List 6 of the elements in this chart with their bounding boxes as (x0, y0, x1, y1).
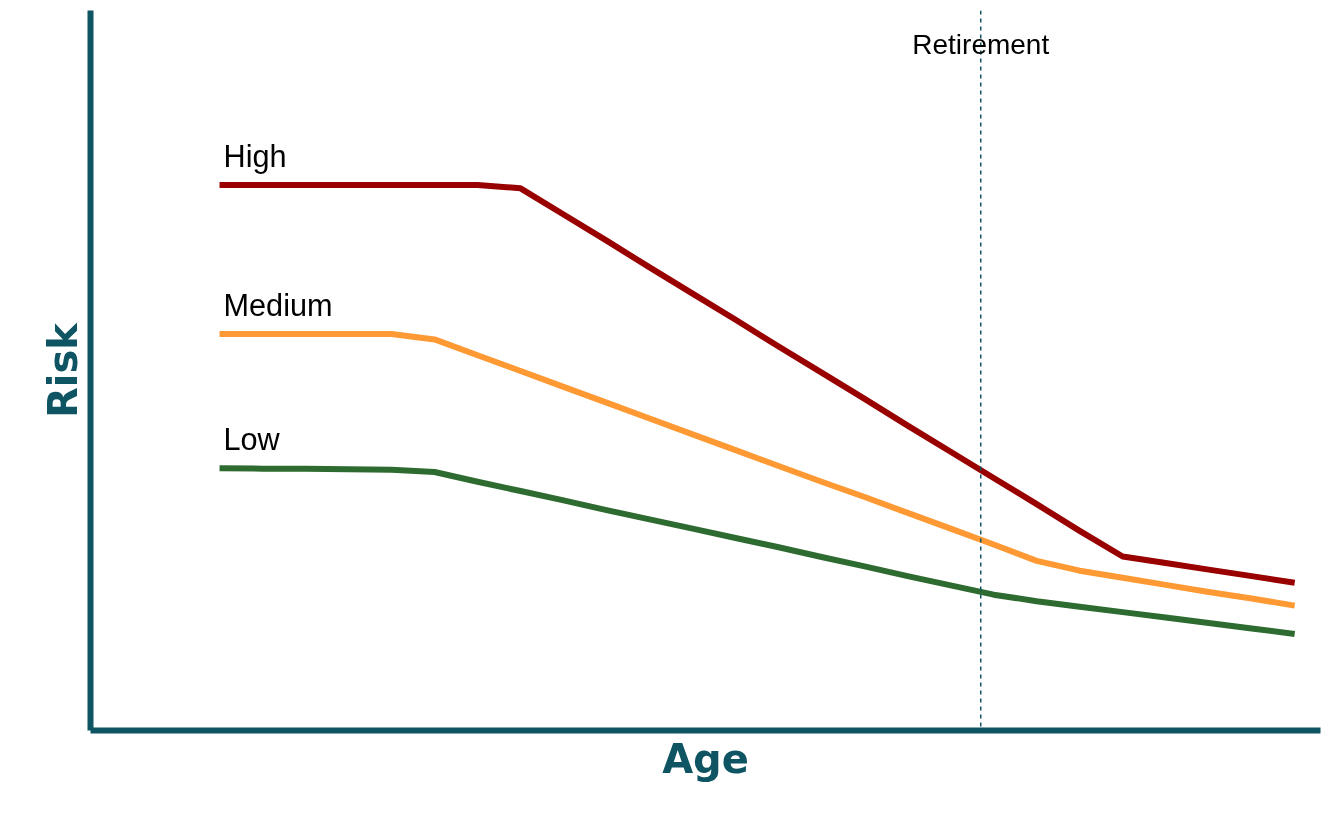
y-axis-title: Risk (39, 321, 86, 418)
text: Retirement (912, 28, 1050, 60)
series-label: Medium (223, 287, 333, 322)
series-label: Low (223, 422, 281, 457)
series-label: High (223, 139, 287, 175)
x-axis-title: Age (662, 735, 749, 782)
